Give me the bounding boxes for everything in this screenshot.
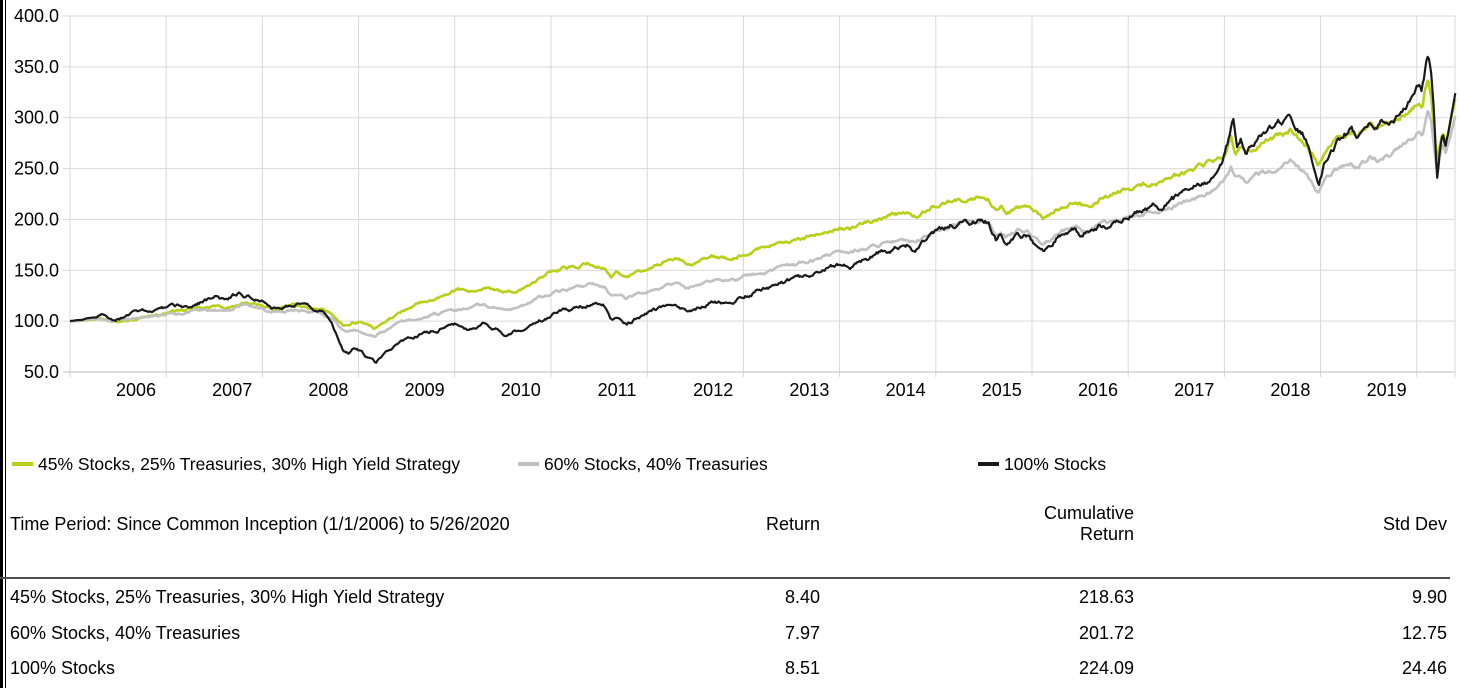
svg-text:2015: 2015 xyxy=(982,380,1022,400)
svg-text:2018: 2018 xyxy=(1270,380,1310,400)
svg-text:2007: 2007 xyxy=(212,380,252,400)
svg-text:50.0: 50.0 xyxy=(24,362,59,382)
std-dev-value: 12.75 xyxy=(1401,622,1447,643)
column-header-return: Return xyxy=(765,513,820,534)
legend-item-45-25-30: 45% Stocks, 25% Treasuries, 30% High Yie… xyxy=(12,453,460,475)
row-label: 60% Stocks, 40% Treasuries xyxy=(10,622,241,643)
svg-text:200.0: 200.0 xyxy=(14,209,59,229)
svg-text:400.0: 400.0 xyxy=(14,6,59,26)
legend-label: 100% Stocks xyxy=(1004,454,1107,474)
chart-legend: 45% Stocks, 25% Treasuries, 30% High Yie… xyxy=(0,453,1460,475)
svg-text:300.0: 300.0 xyxy=(14,108,59,128)
return-value: 7.97 xyxy=(784,622,820,643)
std-dev-value: 9.90 xyxy=(1411,587,1447,608)
series-line-1 xyxy=(69,110,1457,339)
window-left-edge-inner xyxy=(4,0,6,688)
svg-text:2008: 2008 xyxy=(308,380,348,400)
table-header-divider xyxy=(0,577,1450,579)
svg-text:2014: 2014 xyxy=(886,380,926,400)
cumulative-return-value: 201.72 xyxy=(1078,622,1134,643)
return-value: 8.51 xyxy=(784,658,820,679)
svg-text:2011: 2011 xyxy=(598,380,637,400)
time-period-label: Time Period: Since Common Inception (1/1… xyxy=(10,513,510,534)
legend-item-100-stocks: 100% Stocks xyxy=(978,453,1106,475)
cumulative-return-value: 224.09 xyxy=(1078,658,1134,679)
svg-text:2009: 2009 xyxy=(405,380,445,400)
svg-text:2006: 2006 xyxy=(116,380,156,400)
legend-line-swatch-black xyxy=(978,462,999,466)
svg-text:2017: 2017 xyxy=(1174,380,1214,400)
svg-text:150.0: 150.0 xyxy=(14,260,59,280)
row-label: 45% Stocks, 25% Treasuries, 30% High Yie… xyxy=(10,587,445,608)
table-row: 100% Stocks 8.51 224.09 24.46 xyxy=(0,651,1447,687)
std-dev-value: 24.46 xyxy=(1401,658,1447,679)
return-value: 8.40 xyxy=(784,587,820,608)
svg-text:2013: 2013 xyxy=(789,380,829,400)
column-header-cumulative-return: Cumulative Return xyxy=(1043,503,1134,544)
table-row: 60% Stocks, 40% Treasuries 7.97 201.72 1… xyxy=(0,616,1447,652)
row-label: 100% Stocks xyxy=(10,658,116,679)
series-line-2 xyxy=(69,55,1457,364)
legend-label: 45% Stocks, 25% Treasuries, 30% High Yie… xyxy=(38,454,461,474)
growth-of-100-line-chart: 400.0 350.0 300.0 250.0 200.0 150.0 100.0 50.0 2… xyxy=(14,6,1457,400)
legend-item-60-40: 60% Stocks, 40% Treasuries xyxy=(518,453,768,475)
table-body: 45% Stocks, 25% Treasuries, 30% High Yie… xyxy=(0,580,1447,687)
svg-text:250.0: 250.0 xyxy=(14,159,59,179)
svg-text:100.0: 100.0 xyxy=(14,311,59,331)
column-header-std-dev: Std Dev xyxy=(1382,513,1447,534)
table-header-row: Time Period: Since Common Inception (1/1… xyxy=(0,503,1447,545)
legend-line-swatch-gray xyxy=(518,462,539,466)
svg-text:350.0: 350.0 xyxy=(14,57,59,77)
svg-text:2016: 2016 xyxy=(1078,380,1118,400)
legend-line-swatch-green xyxy=(12,462,33,466)
table-row: 45% Stocks, 25% Treasuries, 30% High Yie… xyxy=(0,580,1447,616)
svg-text:2012: 2012 xyxy=(693,380,733,400)
legend-label: 60% Stocks, 40% Treasuries xyxy=(544,454,768,474)
cumulative-return-value: 218.63 xyxy=(1078,587,1134,608)
svg-text:2019: 2019 xyxy=(1367,380,1407,400)
window-left-edge xyxy=(0,0,3,688)
svg-text:2010: 2010 xyxy=(501,380,541,400)
